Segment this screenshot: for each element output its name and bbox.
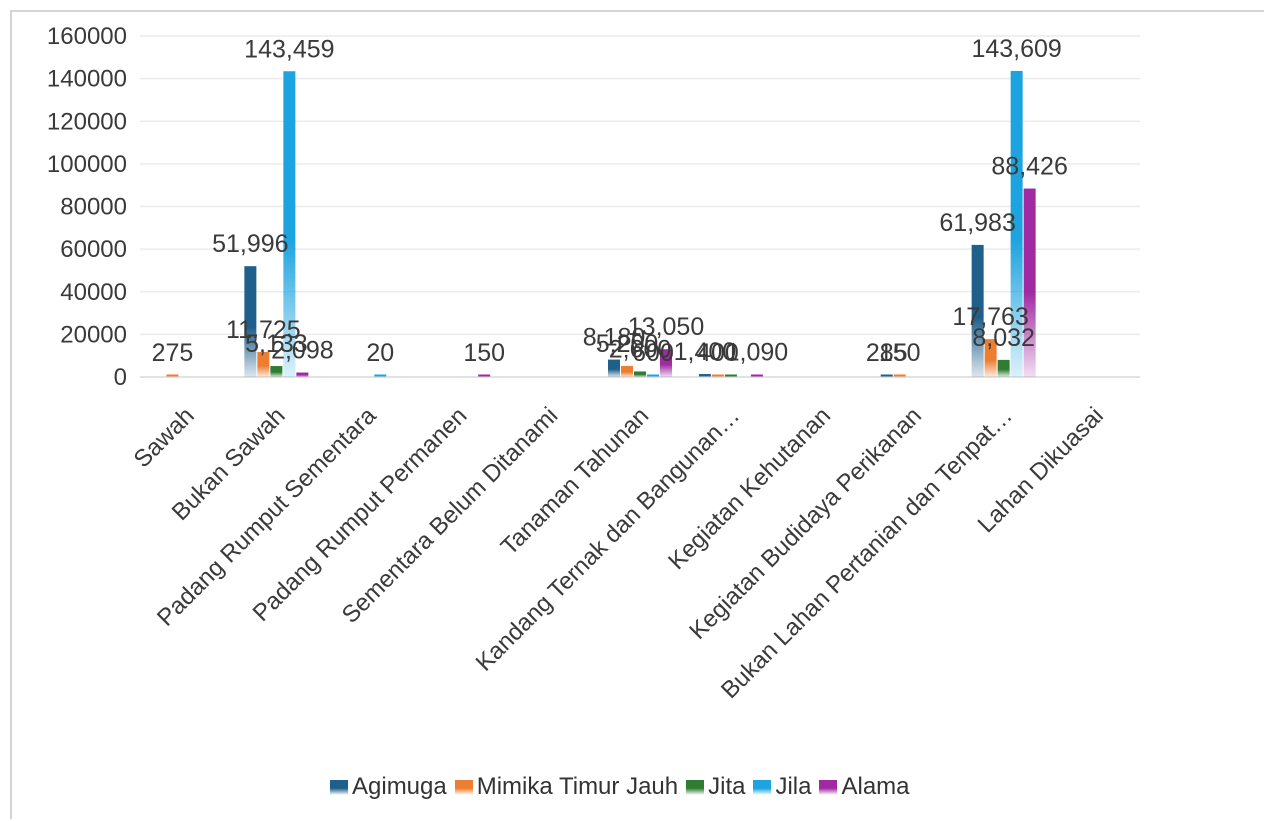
bar-alama: [296, 372, 309, 377]
bar-jita: [634, 371, 646, 377]
data-label: 8,180: [583, 324, 646, 352]
data-label: 150: [463, 339, 505, 367]
y-tick-label: 20000: [60, 321, 127, 348]
legend-swatch: [819, 779, 838, 795]
bar-agimuga: [244, 266, 257, 377]
data-label: 88,426: [991, 153, 1067, 181]
legend-label: Alama: [841, 773, 910, 800]
data-label: 275: [152, 339, 194, 367]
bar-agimuga: [971, 244, 984, 377]
bar-jila: [283, 71, 296, 378]
data-label: 143,459: [244, 35, 334, 63]
legend-label: Mimika Timur Jauh: [476, 773, 679, 800]
data-label: 5,133: [245, 330, 308, 358]
bar-agimuga: [698, 374, 711, 377]
legend-label: Jita: [708, 773, 746, 800]
y-tick-label: 40000: [60, 279, 127, 306]
legend-swatch: [454, 779, 473, 795]
data-label: 61,983: [939, 209, 1015, 237]
bar-chart: 0 20000 40000 60000 80000 100000 120000 140000 1…: [47, 23, 1140, 704]
bar-alama: [1023, 188, 1036, 377]
data-label: 143,609: [971, 35, 1061, 63]
x-category-label: Kegiatan Kehutanan: [663, 402, 836, 575]
data-label: 2,600: [609, 335, 672, 363]
data-label: 13,050: [628, 313, 704, 341]
data-label: 17,763: [952, 303, 1028, 331]
data-label: 150: [879, 339, 921, 367]
legend-swatch: [686, 779, 705, 795]
bar-mimika-timur-jauh: [257, 352, 270, 377]
legend-item: Alama: [819, 773, 910, 801]
y-tick-label: 100000: [47, 151, 127, 178]
legend-label: Jila: [775, 773, 812, 800]
x-category-label: Sawah: [129, 402, 200, 473]
y-tick-label: 160000: [47, 23, 127, 50]
bar-mimika-timur-jauh: [893, 374, 906, 377]
bar-jila: [647, 374, 659, 377]
data-label: 51,996: [212, 230, 288, 258]
data-label: 1,400: [674, 338, 737, 366]
y-tick-label: 0: [114, 364, 127, 391]
data-label: 20: [366, 339, 394, 367]
legend-swatch: [330, 779, 348, 795]
chart-frame: 0 20000 40000 60000 80000 100000 120000 140000 1…: [10, 10, 1264, 819]
bar-alama: [660, 349, 672, 377]
bar-jila: [374, 374, 387, 377]
data-label: 5,200: [596, 330, 659, 358]
y-tick-label: 120000: [47, 108, 127, 135]
legend-item: Jita: [686, 773, 745, 801]
legend-item: Jila: [753, 773, 811, 801]
legend-swatch: [753, 779, 772, 795]
chart-legend: Agimuga Mimika Timur Jauh Jita Jila Alama: [330, 772, 910, 802]
y-tick-label: 60000: [60, 236, 127, 263]
bar-mimika-timur-jauh: [711, 374, 724, 377]
bar-jita: [724, 374, 737, 377]
y-tick-label: 80000: [60, 194, 127, 221]
data-label: 11,725: [226, 316, 301, 344]
bar-mimika-timur-jauh: [621, 365, 633, 377]
data-label: 600: [632, 339, 674, 367]
data-label: 1,090: [726, 339, 789, 367]
bar-jila: [1010, 70, 1023, 377]
data-label: 8,032: [972, 324, 1035, 352]
data-label: 285: [866, 339, 908, 367]
data-label: 400: [697, 339, 739, 367]
bar-mimika-timur-jauh: [166, 374, 179, 377]
legend-item: Mimika Timur Jauh: [454, 773, 679, 801]
legend-label: Agimuga: [352, 773, 447, 800]
bar-alama: [478, 374, 491, 377]
data-label: 2,098: [271, 337, 334, 365]
bar-agimuga: [608, 359, 620, 377]
bar-jita: [270, 366, 283, 377]
bar-alama: [750, 374, 763, 377]
bar-agimuga: [880, 374, 893, 377]
bar-mimika-timur-jauh: [984, 339, 997, 377]
bar-jita: [997, 359, 1010, 377]
y-tick-label: 140000: [47, 66, 127, 93]
legend-item: Agimuga: [330, 773, 447, 801]
